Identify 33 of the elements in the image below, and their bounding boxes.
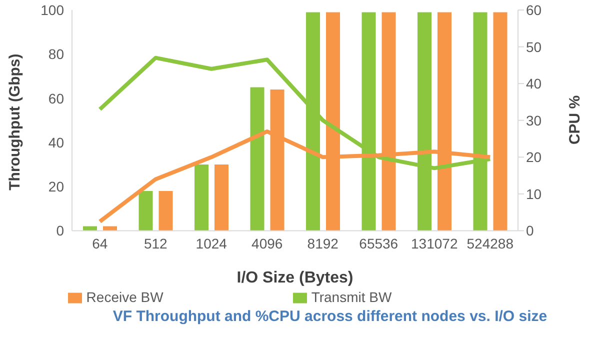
y2-tick-label: 40 [526, 76, 542, 92]
bar [158, 190, 173, 231]
y2-tick-label: 0 [526, 222, 534, 239]
y-tick-label: 80 [48, 46, 64, 62]
bar [214, 164, 228, 231]
y-tick-label: 60 [48, 90, 64, 106]
bar [138, 190, 153, 231]
y-tick-label: 40 [48, 134, 64, 150]
x-tick-label: 64 [92, 236, 108, 252]
y2-axis-title: CPU % [566, 95, 584, 145]
y-tick-label: 0 [56, 222, 64, 239]
x-axis-title: I/O Size (Bytes) [236, 270, 354, 287]
legend-label: Receive BW [86, 288, 164, 305]
y-tick-label: 100 [40, 2, 64, 18]
y-axis-title: Throughput (Gbps) [6, 54, 24, 190]
bar [194, 164, 208, 231]
y2-tick-label: 30 [526, 112, 542, 128]
y2-tick-label: 20 [526, 149, 542, 166]
x-tick-label: 524288 [466, 236, 514, 252]
x-tick-label: 512 [144, 236, 168, 252]
bar [250, 87, 264, 231]
y-tick-label: 20 [48, 178, 64, 195]
legend-label: Transmit BW [311, 288, 392, 305]
text: VF Throughput and %CPU across different nodes vs. I/O size [112, 308, 548, 325]
y2-tick-label: 50 [526, 38, 542, 55]
bar [493, 12, 508, 231]
y2-tick-label: 10 [526, 186, 542, 202]
x-tick-label: 8192 [307, 236, 339, 252]
x-tick-label: 65536 [359, 236, 398, 252]
x-tick-label: 1024 [196, 236, 228, 252]
x-tick-label: 131072 [411, 236, 458, 252]
x-tick-label: 4096 [252, 236, 283, 252]
y2-tick-label: 60 [526, 2, 542, 18]
